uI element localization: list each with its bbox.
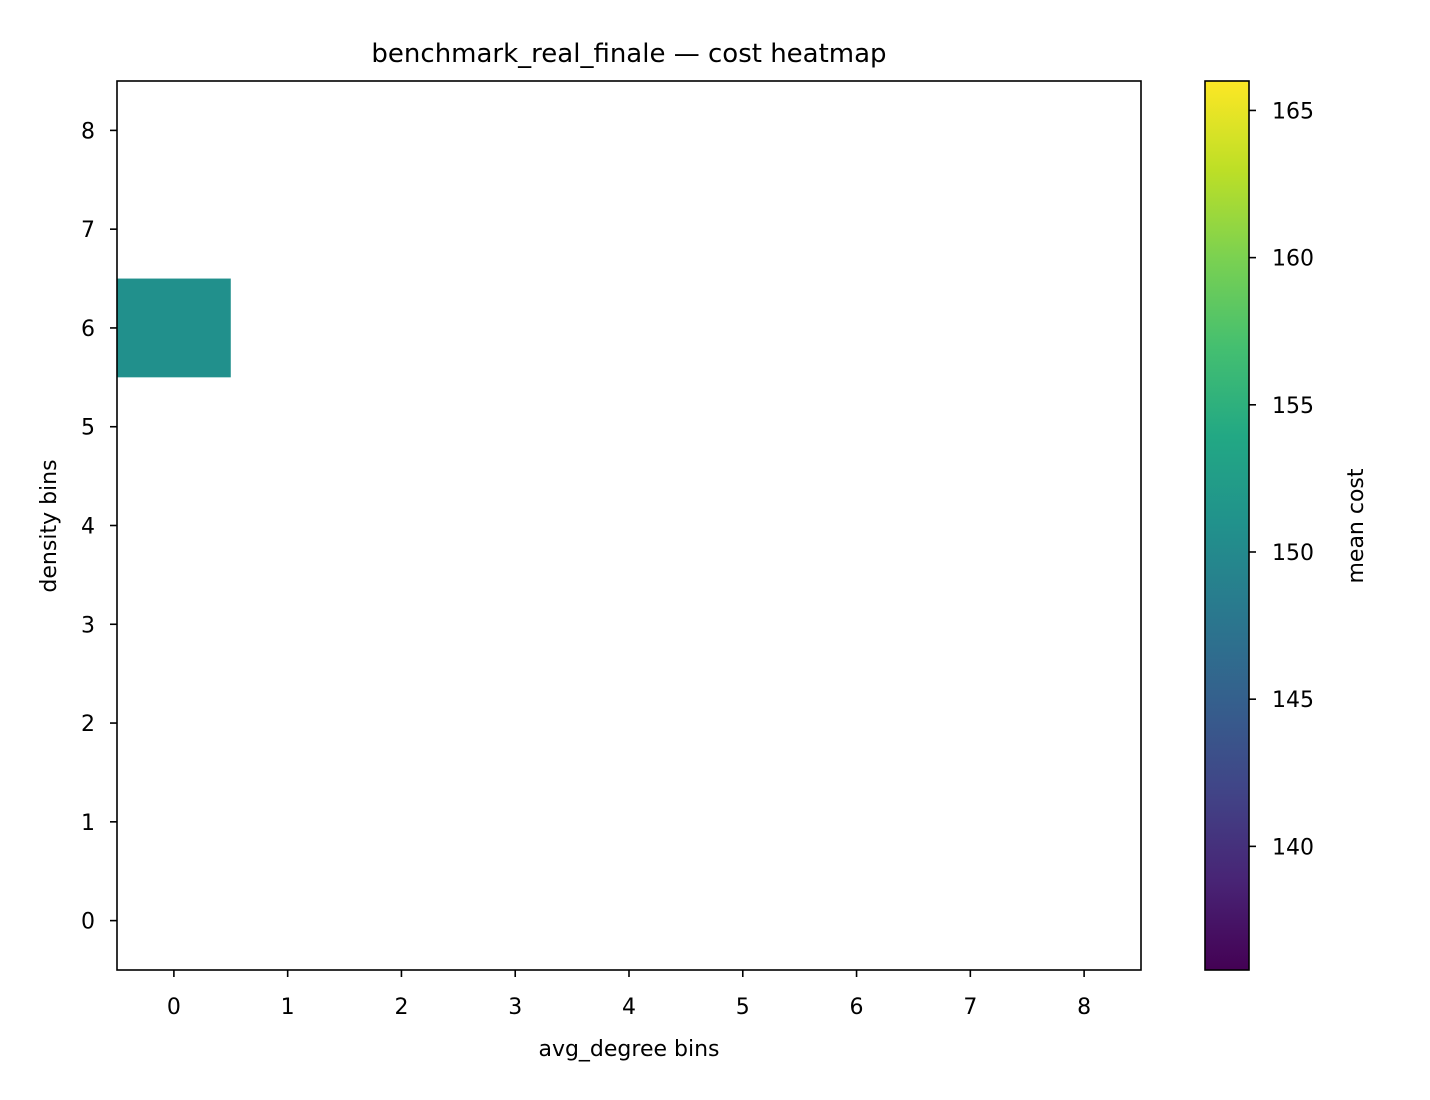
y-axis-label: density bins	[37, 459, 62, 592]
chart-title: benchmark_real_finale — cost heatmap	[371, 39, 886, 69]
colorbar-tick-label: 140	[1272, 835, 1314, 860]
y-tick-label: 2	[81, 712, 95, 737]
colorbar-axis: 140 145 150 155 160 165	[1249, 99, 1314, 860]
colorbar-tick-label: 160	[1272, 247, 1314, 272]
colorbar	[1204, 80, 1250, 971]
x-tick-label: 2	[394, 995, 408, 1020]
y-tick-label: 7	[81, 218, 95, 243]
x-axis-label: avg_degree bins	[538, 1037, 719, 1062]
x-tick-label: 1	[281, 995, 295, 1020]
x-tick-label: 0	[167, 995, 181, 1020]
y-tick-label: 5	[81, 416, 95, 441]
y-tick-label: 1	[81, 811, 95, 836]
heatmap-cells	[117, 278, 231, 378]
x-tick-label: 5	[736, 995, 750, 1020]
heatmap-cell	[117, 278, 231, 378]
colorbar-tick-label: 150	[1272, 541, 1314, 566]
plot-frame	[116, 80, 1142, 971]
y-tick-label: 6	[81, 317, 95, 342]
x-tick-label: 7	[963, 995, 977, 1020]
x-tick-label: 8	[1077, 995, 1091, 1020]
colorbar-tick-label: 145	[1272, 688, 1314, 713]
y-tick-label: 4	[81, 515, 95, 540]
x-tick-label: 4	[622, 995, 636, 1020]
colorbar-tick-label: 155	[1272, 394, 1314, 419]
y-tick-label: 0	[81, 910, 95, 935]
x-axis: 0 1 2 3 4 5 6 7 8	[167, 970, 1091, 1020]
y-tick-label: 8	[81, 119, 95, 144]
y-axis: 0 1 2 3 4 5 6 7 8	[81, 119, 117, 935]
colorbar-tick-label: 165	[1272, 99, 1314, 124]
x-tick-label: 3	[508, 995, 522, 1020]
colorbar-label: mean cost	[1344, 468, 1369, 583]
y-tick-label: 3	[81, 613, 95, 638]
x-tick-label: 6	[850, 995, 864, 1020]
